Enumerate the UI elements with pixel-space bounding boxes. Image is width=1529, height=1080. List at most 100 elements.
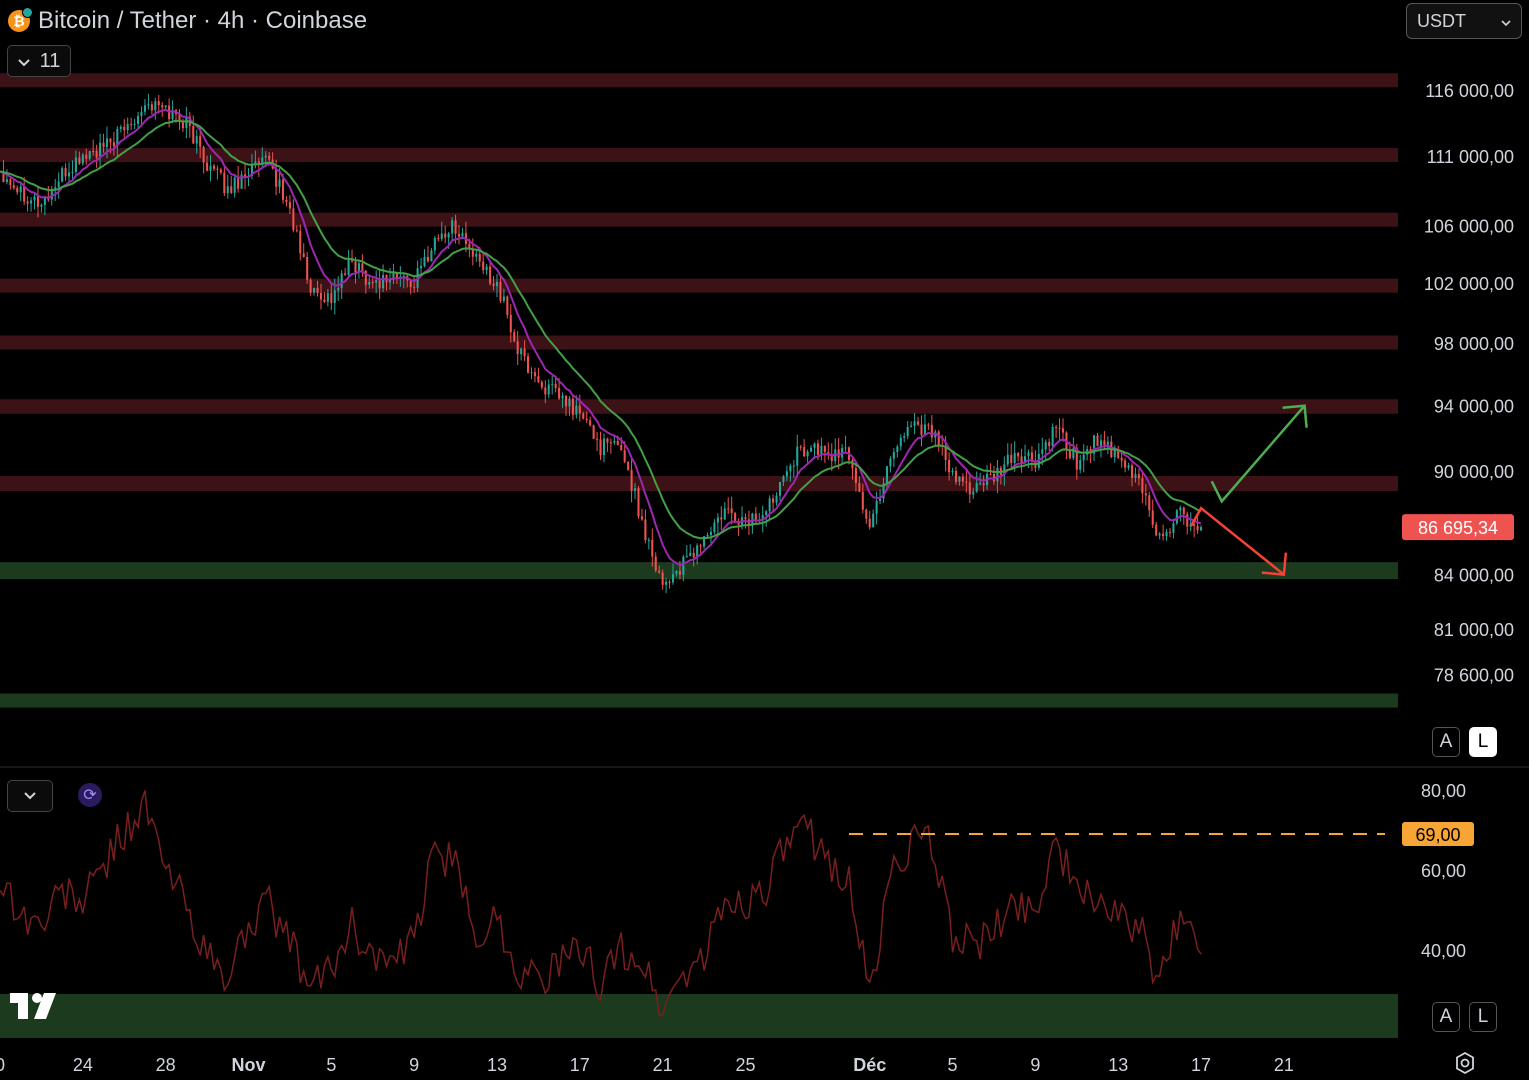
candle-body [364,270,367,285]
price-tick-label: 98 000,00 [1434,334,1514,354]
candle-body [1155,524,1158,536]
candle-body [830,454,833,462]
projection-arrows [1189,404,1308,576]
candle-body [71,171,74,173]
candle-body [965,481,968,483]
candle-body [323,299,326,302]
candle-body [799,446,802,448]
candle-body [665,581,668,585]
candle-body [426,256,429,262]
candle-body [43,196,46,205]
candle-body [230,186,233,193]
candle-body [288,202,291,209]
candle-body [644,519,647,541]
candle-body [1027,452,1030,457]
candle-body [475,253,478,257]
candle-body [143,105,146,112]
settings-gear-icon[interactable] [1452,1050,1478,1076]
candle-body [696,545,699,558]
arrow-up [1210,404,1306,504]
candle-body [461,233,464,237]
candle-body [116,128,119,147]
candle-body [119,126,122,129]
candle-body [1020,456,1023,463]
candle-body [564,395,568,407]
time-tick-label: 5 [326,1055,336,1075]
candle-body [1106,441,1109,445]
candle-body [1196,525,1199,531]
candle-body [1096,435,1099,447]
candle-body [1165,531,1168,537]
candle-body [244,174,247,178]
candle-body [1120,458,1123,461]
arrow-down-head [1261,552,1288,576]
candle-body [706,535,709,537]
candle-body [237,177,240,189]
rsi-collapse-button[interactable] [7,780,53,812]
candle-body [954,471,958,482]
candle-body [1068,450,1071,459]
price-tick-label: 90 000,00 [1434,462,1514,482]
candle-body [806,451,809,457]
candle-body [433,237,436,251]
candle-body [602,438,606,456]
candle-body [254,161,257,165]
resistance-zone [0,335,1398,350]
candle-body [95,151,98,158]
rsi-tick-label: 60,00 [1421,861,1466,881]
candle-body [375,280,378,283]
candle-body [250,164,253,176]
resistance-zone [0,476,1398,492]
price-auto-scale-button[interactable]: A [1432,727,1460,757]
candle-body [420,265,423,269]
rsi-refresh-icon[interactable]: ⟳ [78,783,102,807]
rsi-tick-label: 80,00 [1421,781,1466,801]
rsi-log-scale-button[interactable]: L [1469,1002,1497,1032]
candle-body [212,165,216,169]
candle-body [589,420,592,426]
candle-body [547,384,550,395]
arrow-up-head [1282,404,1308,428]
time-tick-label: 13 [487,1055,507,1075]
indicators-toggle-button[interactable]: 11 [7,45,71,77]
candle-body [530,372,533,374]
price-log-scale-button[interactable]: L [1469,727,1497,757]
candle-body [671,573,675,583]
candle-body [882,483,885,499]
price-tick-label: 81 000,00 [1434,620,1514,640]
candle-body [333,290,336,303]
candle-body [651,539,654,557]
candle-body [1113,449,1116,458]
candle-body [616,440,619,445]
time-tick-label: 17 [1191,1055,1211,1075]
candle-body [437,237,440,239]
candle-body [892,452,895,459]
time-tick-label: Nov [231,1055,265,1075]
candle-body [630,469,633,491]
candle-body [1182,507,1185,515]
candle-body [1172,523,1175,533]
candle-body [658,570,661,573]
time-tick-label: 17 [570,1055,590,1075]
price-tick-label: 78 600,00 [1434,665,1514,685]
symbol-title[interactable]: Bitcoin / Tether · 4h · Coinbase [38,7,368,34]
ema-fast-line [0,108,1202,567]
candle-body [613,440,616,443]
indicators-count: 11 [39,49,61,72]
candle-body [137,115,140,124]
candle-body [868,518,871,528]
candle-body [240,174,243,189]
candle-body [837,449,840,458]
candle-body [395,272,398,279]
rsi-auto-scale-button[interactable]: A [1432,1002,1460,1032]
candle-body [554,383,557,389]
candle-body [1127,465,1130,468]
candle-body [509,314,512,333]
candle-body [720,517,723,520]
resistance-zone [0,148,1398,163]
currency-select[interactable]: USDT [1406,3,1522,39]
candle-body [1003,464,1006,475]
time-tick-label: 0 [0,1055,5,1075]
candle-body [319,292,323,300]
